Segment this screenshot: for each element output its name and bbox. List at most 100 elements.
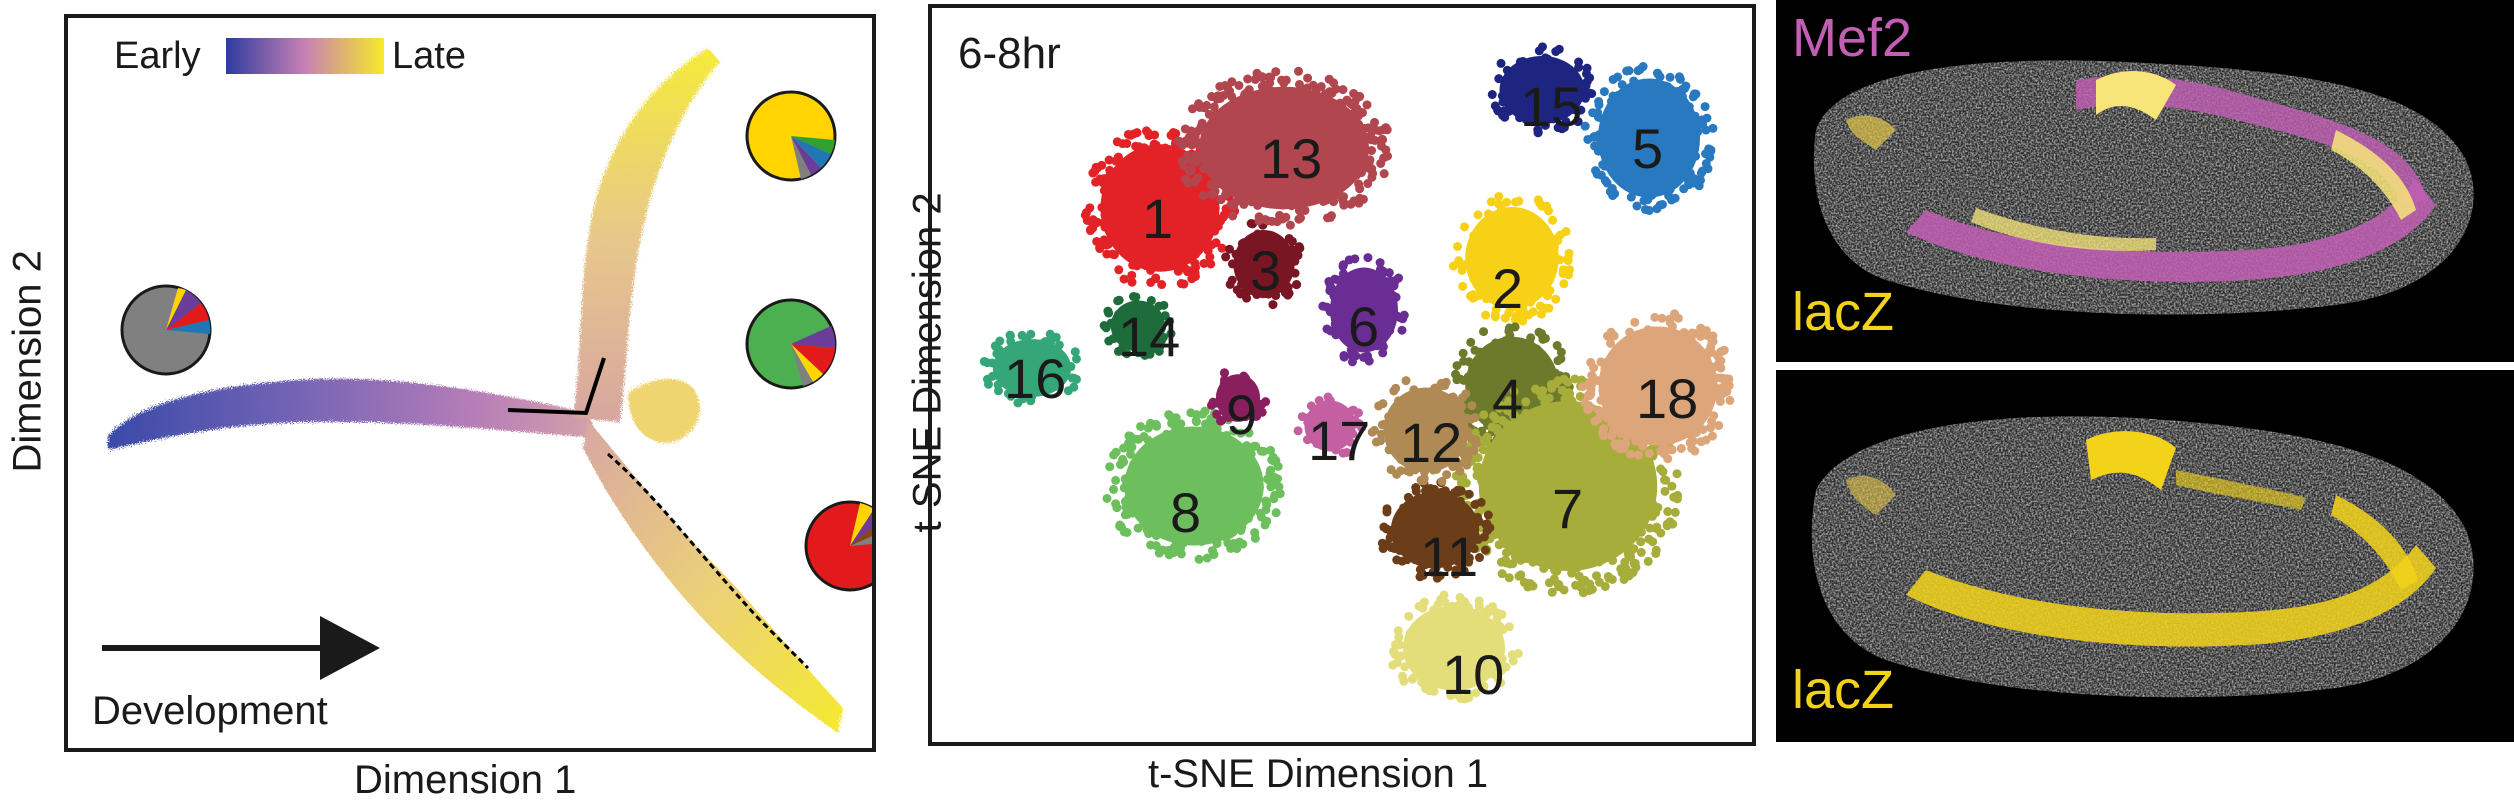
tsne-point <box>1349 293 1359 303</box>
tsne-point <box>1260 80 1270 90</box>
tsne-point <box>1530 384 1540 394</box>
tsne-point <box>1570 466 1580 476</box>
tsne-point <box>1235 524 1245 534</box>
tsne-point <box>1320 89 1330 99</box>
tsne-point <box>1490 312 1500 322</box>
tsne-point <box>1418 672 1428 682</box>
trajectory-y-axis-label: Dimension 2 <box>5 250 50 473</box>
tsne-point <box>1559 585 1569 595</box>
tsne-point <box>1239 510 1249 520</box>
lacz-label-bottom: lacZ <box>1792 660 1894 720</box>
tsne-point <box>1661 388 1671 398</box>
tsne-point <box>1388 660 1398 670</box>
tsne-point <box>1651 523 1661 533</box>
tsne-point <box>1141 261 1151 271</box>
tsne-point <box>1139 143 1149 153</box>
tsne-point <box>1209 431 1219 441</box>
tsne-point <box>1600 552 1610 562</box>
tsne-point <box>1472 368 1482 378</box>
tsne-point <box>1429 432 1439 442</box>
tsne-point <box>1014 382 1024 392</box>
tsne-point <box>1599 380 1609 390</box>
tsne-point <box>1296 111 1306 121</box>
tsne-point <box>1316 106 1326 116</box>
tsne-cluster-label-11: 11 <box>1420 525 1478 588</box>
tsne-point <box>1379 169 1389 179</box>
tsne-point <box>1615 429 1625 439</box>
tsne-point <box>1339 200 1349 210</box>
tsne-point <box>1661 142 1671 152</box>
tsne-point <box>1193 173 1203 183</box>
tsne-point <box>1171 448 1181 458</box>
tsne-point <box>1309 161 1319 171</box>
tsne-point <box>1221 380 1231 390</box>
tsne-point <box>1405 407 1415 417</box>
tsne-point <box>1404 611 1414 621</box>
tsne-point <box>1392 555 1402 565</box>
tsne-point <box>1180 481 1190 491</box>
tsne-point <box>1234 80 1244 90</box>
tsne-point <box>1469 544 1479 554</box>
tsne-point <box>1260 90 1270 100</box>
tsne-point <box>1644 448 1654 458</box>
tsne-point <box>1071 354 1081 364</box>
tsne-point <box>1663 414 1673 424</box>
tsne-point <box>1404 517 1414 527</box>
tsne-point <box>1486 442 1496 452</box>
trajectory-stem <box>108 378 598 450</box>
tsne-point <box>1436 595 1446 605</box>
tsne-point <box>1598 496 1608 506</box>
tsne-point <box>1564 265 1574 275</box>
tsne-point <box>1048 373 1058 383</box>
tsne-point <box>1168 459 1178 469</box>
tsne-point <box>1503 469 1513 479</box>
tsne-point <box>1679 406 1689 416</box>
tsne-point <box>1168 516 1178 526</box>
tsne-point <box>1660 114 1670 124</box>
tsne-cluster-3 <box>1221 217 1305 310</box>
tsne-point <box>1221 522 1231 532</box>
tsne-point <box>1541 478 1551 488</box>
tsne-point <box>1506 256 1516 266</box>
tsne-point <box>1216 416 1226 426</box>
tsne-point <box>1331 84 1341 94</box>
tsne-point <box>1294 242 1304 252</box>
tsne-point <box>1617 145 1627 155</box>
tsne-point <box>1617 80 1627 90</box>
tsne-point <box>1149 244 1159 254</box>
tsne-point <box>1221 498 1231 508</box>
tsne-point <box>1021 353 1031 363</box>
tsne-point <box>1186 236 1196 246</box>
tsne-point <box>1609 475 1619 485</box>
tsne-point <box>1635 64 1645 74</box>
tsne-point <box>1553 579 1563 589</box>
tsne-point <box>1338 273 1348 283</box>
tsne-point <box>1309 181 1319 191</box>
tsne-point <box>1257 100 1267 110</box>
tsne-point <box>1535 439 1545 449</box>
tsne-point <box>1694 420 1704 430</box>
tsne-point <box>1302 132 1312 142</box>
tsne-point <box>1537 330 1547 340</box>
tsne-point <box>1238 539 1248 549</box>
tsne-point <box>1206 400 1216 410</box>
tsne-point <box>1660 486 1670 496</box>
tsne-point <box>1598 160 1608 170</box>
tsne-point <box>1159 300 1169 310</box>
tsne-cluster-17 <box>1293 392 1367 458</box>
tsne-cluster-label-17: 17 <box>1308 409 1370 472</box>
tsne-point <box>1071 374 1081 384</box>
tsne-point <box>1561 116 1571 126</box>
tsne-point <box>1194 526 1204 536</box>
tsne-point <box>1188 251 1198 261</box>
tsne-point <box>1518 292 1528 302</box>
tsne-point <box>1702 113 1712 123</box>
tsne-point <box>1607 367 1617 377</box>
tsne-point <box>1225 529 1235 539</box>
tsne-point <box>1221 113 1231 123</box>
tsne-point <box>1476 243 1486 253</box>
tsne-point <box>1591 571 1601 581</box>
tsne-point <box>1294 195 1304 205</box>
tsne-point <box>1190 271 1200 281</box>
tsne-point <box>1463 426 1473 436</box>
